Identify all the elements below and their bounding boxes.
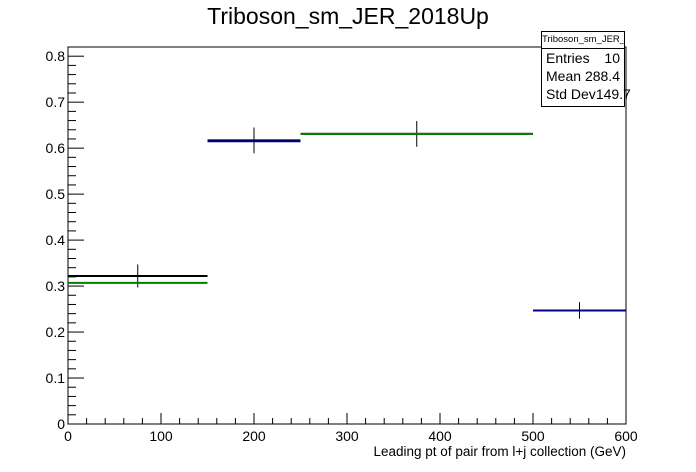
y-axis: 0 0.1 0.2 0.3 0.4 0.5 0.6 0.7 0.8	[46, 46, 84, 432]
y-tick-label: 0.8	[46, 48, 66, 64]
stats-box: Triboson_sm_JER_2018Up Entries 10 Mean 2…	[541, 31, 631, 107]
x-tick-label: 600	[614, 428, 638, 444]
y-tick-label: 0	[57, 416, 65, 432]
stats-value: 149.7	[595, 86, 631, 102]
x-axis: 0 100 200 300 400 500 600	[64, 413, 638, 444]
y-tick-label: 0.5	[46, 186, 66, 202]
y-tick-label: 0.6	[46, 140, 66, 156]
x-tick-label: 100	[149, 428, 173, 444]
stats-row-mean: Mean 288.4	[542, 67, 624, 85]
x-tick-label: 400	[428, 428, 452, 444]
stats-row-entries: Entries 10	[542, 49, 624, 67]
y-tick-label: 0.2	[46, 324, 66, 340]
x-tick-label: 500	[521, 428, 545, 444]
chart-title: Triboson_sm_JER_2018Up	[207, 3, 489, 29]
y-tick-label: 0.1	[46, 370, 66, 386]
x-tick-label: 0	[64, 428, 72, 444]
stats-title: Triboson_sm_JER_2018Up	[542, 32, 624, 49]
x-tick-label: 200	[242, 428, 266, 444]
y-tick-label: 0.7	[46, 94, 66, 110]
stats-row-stddev: Std Dev 149.7	[542, 85, 631, 103]
stats-value: 10	[604, 50, 620, 66]
y-tick-label: 0.4	[46, 232, 66, 248]
y-tick-label: 0.3	[46, 278, 66, 294]
x-axis-label: Leading pt of pair from l+j collection (…	[374, 444, 627, 459]
stats-label: Mean	[546, 68, 582, 84]
stats-value: 288.4	[584, 68, 620, 84]
stats-label: Entries	[546, 50, 590, 66]
histogram-bins	[68, 121, 626, 319]
x-tick-label: 300	[335, 428, 359, 444]
stats-label: Std Dev	[546, 86, 596, 102]
